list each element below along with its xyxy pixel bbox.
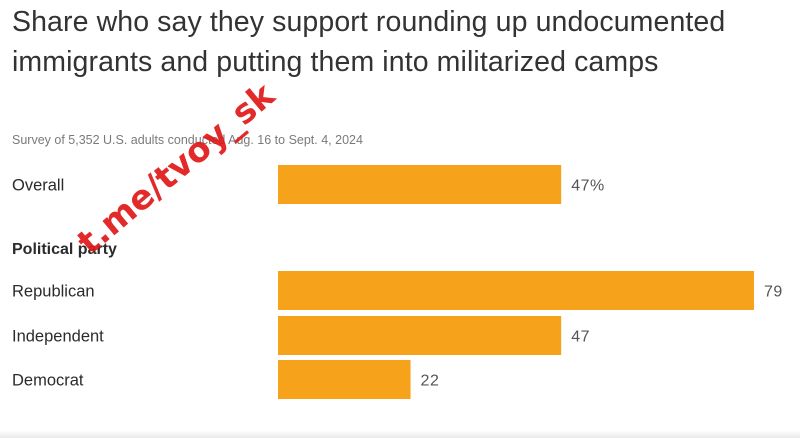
bottom-divider (0, 430, 800, 438)
value-label-democrat: 22 (421, 373, 440, 390)
value-label-republican: 79 (764, 284, 783, 301)
chart-subtitle: Survey of 5,352 U.S. adults conducted Au… (12, 133, 363, 147)
bar-overall (278, 165, 562, 204)
value-label-overall: 47% (571, 178, 605, 195)
category-label-independent: Independent (12, 328, 104, 346)
category-label-overall: Overall (12, 177, 64, 195)
category-label-republican: Republican (12, 283, 95, 301)
group-label-political-party: Political party (12, 241, 117, 258)
bar-independent (278, 316, 562, 355)
chart-title: Share who say they support rounding up u… (12, 6, 726, 78)
value-label-independent: 47 (571, 329, 590, 346)
bar-democrat (278, 360, 411, 399)
bar-republican (278, 271, 754, 310)
category-label-democrat: Democrat (12, 372, 84, 390)
